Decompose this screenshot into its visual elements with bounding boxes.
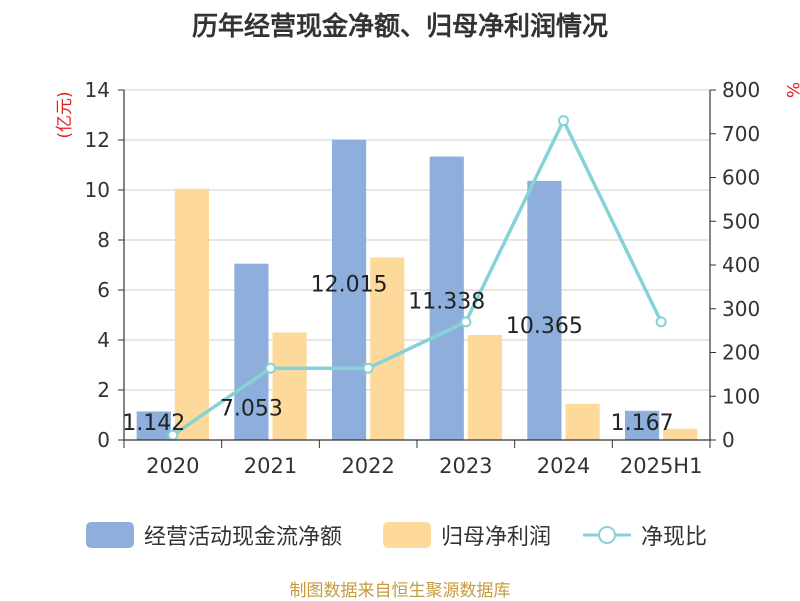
x-tick-label: 2025H1 [620, 454, 703, 478]
cashflow-data-label: 12.015 [311, 273, 388, 298]
left-tick-label: 4 [97, 328, 110, 352]
cashflow-data-label: 7.053 [220, 397, 283, 422]
netprofit-bar [565, 403, 600, 440]
x-tick-label: 2020 [146, 454, 199, 478]
netprofit-bar [663, 428, 698, 440]
legend-line-marker-icon [583, 526, 631, 544]
bars [136, 139, 698, 441]
left-tick-label: 0 [97, 428, 110, 452]
chart-title: 历年经营现金净额、归母净利润情况 [191, 12, 608, 42]
netprofit-bar [272, 332, 307, 440]
ratio-point [558, 115, 569, 127]
right-tick-label: 700 [722, 122, 760, 146]
left-tick-label: 10 [85, 178, 110, 202]
x-tick-label: 2022 [341, 454, 394, 478]
data-labels: 1.142 7.053 12.015 11.338 10.365 1.167 [122, 273, 673, 436]
cashflow-bar [527, 180, 562, 440]
netprofit-bar [174, 188, 210, 440]
axes: 0 2 4 6 8 10 12 14 0 100 200 300 400 500 600 700 800 (亿元)… [55, 78, 800, 478]
cashflow-bar [234, 263, 269, 440]
cashflow-data-label: 11.338 [408, 290, 485, 315]
netprofit-bar [467, 335, 503, 440]
ratio-line [167, 115, 667, 441]
x-tick-label: 2024 [537, 454, 590, 478]
data-source-note: 制图数据来自恒生聚源数据库 [289, 581, 511, 601]
cashflow-bar [624, 410, 660, 440]
cashflow-bar [429, 156, 464, 441]
right-tick-label: 400 [722, 253, 760, 277]
x-tick-label: 2023 [439, 454, 492, 478]
right-tick-label: 300 [722, 297, 760, 321]
ratio-point [655, 316, 667, 328]
legend-swatch-netprofit [383, 522, 431, 548]
right-axis-unit: % [782, 82, 800, 98]
legend-label-netprofit: 归母净利润 [441, 525, 552, 550]
right-tick-label: 600 [722, 166, 760, 190]
right-tick-label: 500 [722, 209, 760, 233]
legend-item-cashflow[interactable]: 经营活动现金流净额 [86, 517, 342, 553]
ratio-series-line [171, 116, 663, 437]
legend-item-netprofit[interactable]: 归母净利润 [383, 517, 551, 553]
gridlines [124, 89, 710, 391]
left-tick-label: 6 [97, 278, 110, 302]
legend-item-ratio[interactable]: 净现比 [583, 517, 707, 553]
legend-swatch-cashflow [86, 522, 134, 548]
right-tick-label: 0 [722, 428, 735, 452]
ratio-point [265, 362, 276, 374]
ratio-point [362, 362, 374, 374]
left-tick-label: 8 [97, 228, 110, 252]
left-tick-label: 2 [97, 378, 110, 402]
cashflow-bar [136, 411, 171, 440]
legend-label-cashflow: 经营活动现金流净额 [144, 525, 343, 550]
netprofit-bar [370, 257, 405, 440]
right-tick-label: 200 [722, 341, 760, 365]
cashflow-bar [331, 139, 367, 440]
legend-label-ratio: 净现比 [641, 525, 708, 550]
cashflow-data-label: 1.142 [122, 411, 185, 436]
cashflow-data-label: 10.365 [506, 314, 583, 339]
left-tick-label: 14 [85, 78, 110, 102]
left-tick-label: 12 [85, 128, 110, 152]
right-tick-label: 100 [722, 384, 760, 408]
x-tick-label: 2021 [244, 454, 297, 478]
right-tick-label: 800 [722, 78, 760, 102]
left-axis-unit: (亿元) [55, 91, 75, 138]
cashflow-data-label: 1.167 [611, 411, 674, 436]
ratio-point [460, 316, 472, 328]
